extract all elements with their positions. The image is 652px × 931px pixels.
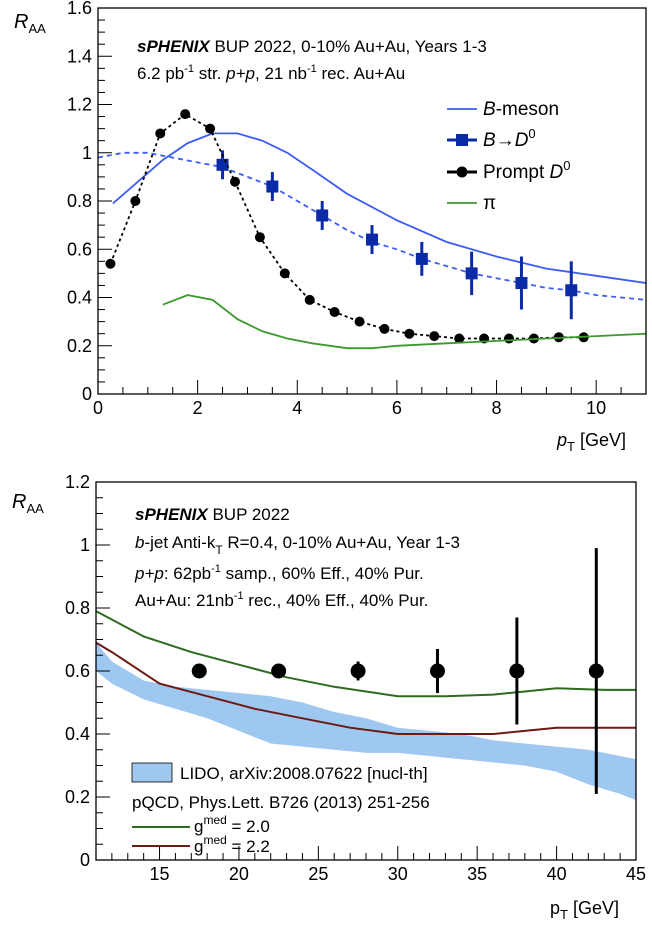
x-tick-label: 40: [547, 864, 567, 884]
data-point-circle: [180, 109, 191, 120]
y-tick-label: 0.8: [67, 191, 92, 211]
data-point-circle: [429, 331, 440, 342]
y-tick-label: 0.6: [65, 661, 90, 681]
series-line: [97, 151, 647, 301]
data-point-circle: [191, 663, 207, 679]
legend-label-gmed-22: gmed = 2.2: [194, 833, 270, 856]
x-tick-label: 20: [229, 864, 249, 884]
y-tick-label: 1.2: [67, 95, 92, 115]
legend-label-lido: LIDO, arXiv:2008.07622 [nucl-th]: [180, 764, 428, 783]
data-point-circle: [279, 268, 290, 279]
bottom-annotation-1: sPHENIX BUP 2022: [135, 505, 290, 524]
data-point-circle: [304, 294, 315, 305]
x-tick-label: 30: [388, 864, 408, 884]
y-tick-label: 0.2: [67, 336, 92, 356]
data-point-circle: [130, 196, 141, 206]
series-line: [112, 132, 647, 284]
data-point-circle: [271, 663, 287, 679]
x-tick-label: 0: [93, 398, 103, 418]
x-tick-label: 45: [626, 864, 646, 884]
bottom-annotation-2: b-jet Anti-kT R=0.4, 0-10% Au+Au, Year 1…: [135, 533, 460, 557]
data-point-circle: [504, 333, 514, 344]
data-point-square: [216, 158, 229, 171]
data-point-square: [515, 277, 528, 290]
bottom-annotation-3: p+p: 62pb-1 samp., 60% Eff., 40% Pur.: [134, 563, 424, 583]
legend-box-lido: [131, 762, 173, 783]
data-point-circle: [155, 128, 166, 139]
data-point-square: [415, 252, 428, 265]
x-tick-label: 4: [292, 398, 302, 418]
data-point-circle: [105, 258, 116, 269]
pqcd-line: [95, 610, 636, 698]
legend-label-pi: π: [483, 193, 496, 214]
x-tick-label: 8: [492, 398, 502, 418]
y-tick-label: 0.4: [67, 288, 92, 308]
data-point-circle: [429, 663, 445, 679]
bottom-legend: LIDO, arXiv:2008.07622 [nucl-th] pQCD, P…: [131, 762, 430, 856]
data-point-circle: [254, 232, 265, 243]
top-ylabel: RAA: [14, 11, 46, 36]
y-tick-label: 0.4: [65, 724, 90, 744]
y-tick-label: 0.6: [67, 239, 92, 259]
data-point-circle: [350, 663, 366, 679]
y-tick-label: 1.6: [67, 0, 92, 18]
bottom-xlabel: pT [GeV]: [550, 898, 619, 922]
y-tick-label: 0: [82, 384, 92, 404]
bottom-panel: 15 20 25 30 35 40 45 0 0.2 0.4 0.6 0.8 1 1.2 RAA pT […: [12, 472, 646, 922]
top-annotation-1: sPHENIX BUP 2022, 0-10% Au+Au, Years 1-3: [137, 37, 487, 56]
y-tick-label: 1: [82, 143, 92, 163]
y-tick-label: 1.2: [65, 472, 90, 492]
top-xlabel: pT [GeV]: [556, 430, 626, 454]
data-point-circle: [454, 333, 465, 344]
y-tick-label: 0: [80, 850, 90, 870]
bottom-ylabel: RAA: [12, 491, 44, 516]
data-point-circle: [588, 663, 604, 679]
data-point-square: [266, 180, 279, 193]
legend-label-prompt-d0: Prompt D0: [483, 158, 571, 183]
legend-label-b-to-d0: B→D0: [483, 126, 536, 151]
data-point-circle: [404, 328, 415, 339]
legend-marker-prompt-d0: [456, 166, 468, 178]
x-tick-label: 15: [150, 864, 170, 884]
data-point-circle: [354, 316, 365, 327]
top-panel: 0 2 4 6 8 10 0 0.2 0.4 0.6 0.8 1 1.2 1.4 1.6 RAA pT [G…: [14, 0, 647, 454]
pqcd-line: [95, 641, 636, 735]
legend-label-b-meson: B-meson: [483, 99, 559, 120]
lido-band: [96, 642, 636, 801]
data-point-circle: [379, 323, 390, 334]
data-point-circle: [509, 663, 525, 679]
bottom-annotation-4: Au+Au: 21nb-1 rec., 40% Eff., 40% Pur.: [135, 590, 428, 610]
data-point-circle: [329, 306, 340, 317]
x-tick-label: 6: [392, 398, 402, 418]
data-point-circle: [230, 176, 240, 187]
data-point-circle: [205, 123, 216, 134]
x-tick-label: 25: [308, 864, 328, 884]
top-annotation-2: 6.2 pb-1 str. p+p, 21 nb-1 rec. Au+Au: [137, 63, 405, 83]
y-tick-label: 0.8: [65, 598, 90, 618]
data-point-square: [316, 209, 329, 222]
y-tick-label: 1: [80, 535, 90, 555]
series-line: [162, 294, 647, 350]
legend-marker-b-to-d0: [456, 134, 468, 146]
y-tick-label: 0.2: [65, 787, 90, 807]
x-tick-label: 35: [467, 864, 487, 884]
data-point-square: [565, 284, 578, 297]
data-point-square: [366, 233, 378, 246]
x-tick-label: 10: [586, 398, 606, 418]
data-point-square: [465, 267, 478, 280]
top-legend: B-meson B→D0 Prompt D0 π: [447, 99, 571, 214]
legend-label-pqcd: pQCD, Phys.Lett. B726 (2013) 251-256: [132, 793, 430, 812]
y-tick-label: 1.4: [67, 46, 92, 66]
x-tick-label: 2: [193, 398, 203, 418]
